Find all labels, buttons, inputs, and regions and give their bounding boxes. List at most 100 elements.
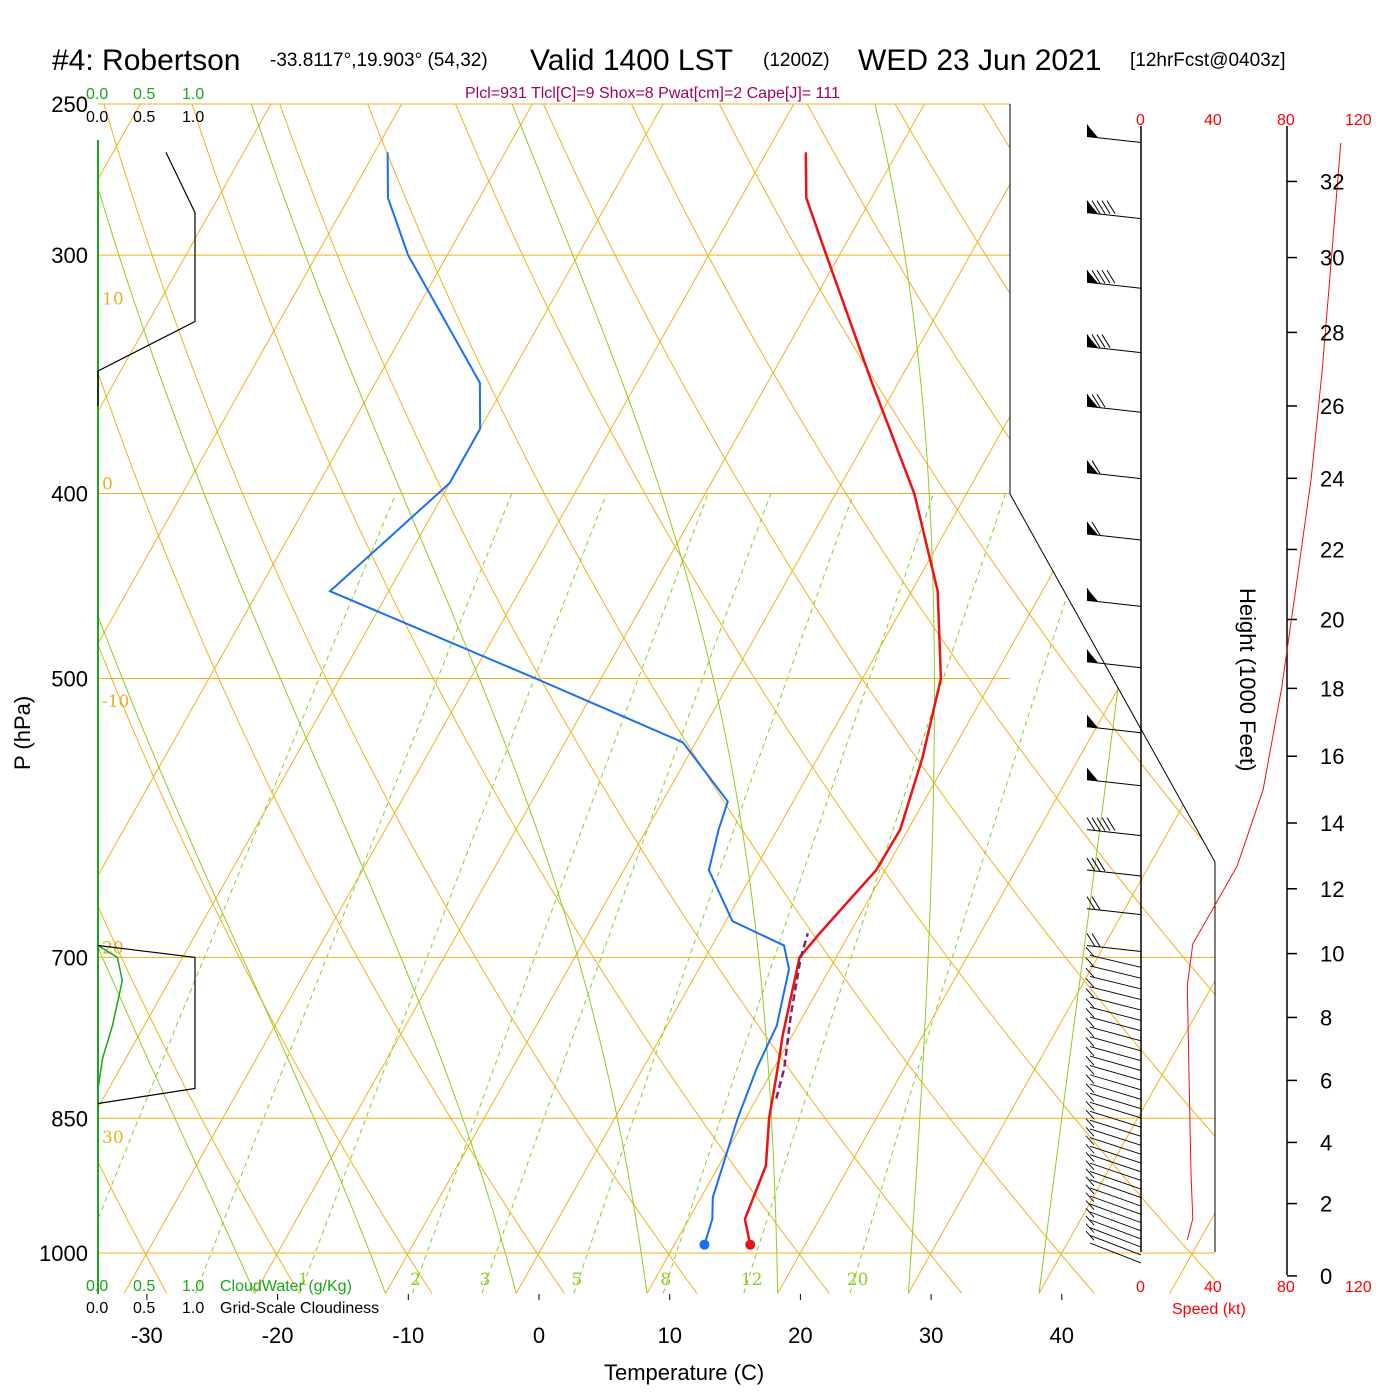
isotherm-line (98, 104, 291, 1294)
cloudiness-trace-low (97, 944, 196, 1105)
height-tick-label: 32 (1320, 169, 1344, 194)
height-axis-label: Height (1000 Feet) (1235, 588, 1260, 771)
wind-barb-low (1085, 1008, 1142, 1032)
dry-adiabat-line (98, 104, 565, 1294)
cloudiness-tick-2: 1.0 (182, 109, 204, 126)
wind-barb-feather (1085, 1037, 1095, 1047)
wind-barb-feather (1085, 1074, 1095, 1084)
wind-barb-feather (1085, 1055, 1095, 1066)
dry-adiabat-label-left: 30 (102, 1128, 124, 1148)
wind-barb-low (1085, 988, 1142, 1011)
dry-adiabat-line (98, 104, 168, 1294)
temperature-tick-label: 10 (657, 1323, 681, 1348)
wind-barb-shaft (1086, 212, 1142, 220)
isotherm-line (254, 104, 944, 1294)
wind-tick-bottom-0: 0 (1136, 1279, 1145, 1296)
wind-barb-feather (1086, 933, 1096, 947)
temperature-tick-label: 20 (788, 1323, 812, 1348)
wind-barb-feather (1085, 1126, 1095, 1137)
wind-barb (1086, 714, 1142, 734)
mixing-ratio-label: 20 (847, 1270, 869, 1290)
wind-barb-shaft (1086, 281, 1142, 289)
dry-adiabat-label-left: 0 (102, 475, 113, 495)
wind-barb-feather (1085, 1118, 1095, 1129)
height-tick-label: 22 (1320, 537, 1344, 562)
temperature-profile (743, 152, 943, 1245)
cloudiness-tick-0: 0.0 (86, 109, 108, 126)
height-tick-label: 12 (1320, 877, 1344, 902)
wind-barb-feather (1101, 270, 1111, 284)
wind-barb-feather (1091, 200, 1101, 214)
title-forecast: [12hrFcst@0403z] (1130, 50, 1286, 71)
wind-barb-shaft (1089, 1137, 1142, 1155)
plot-frame (98, 103, 1216, 863)
title-zulu: (1200Z) (763, 50, 830, 71)
isotherm-line (123, 104, 814, 1294)
wind-barb-feather (1096, 393, 1106, 408)
isotherm-line (1300, 70, 1400, 1293)
wind-barb-feather (1085, 1109, 1095, 1120)
wind-barb-shaft (1089, 1128, 1142, 1146)
height-tick-label: 14 (1320, 811, 1344, 836)
wind-scale-bottom: 0 40 80 120 Speed (kt) (1136, 1279, 1372, 1318)
wind-barb-shaft (1089, 975, 1142, 990)
wind-barb-low (1085, 957, 1142, 979)
wind-barb (1086, 334, 1142, 354)
moist-adiabat-line (1038, 104, 1187, 1294)
cloudwater-label: CloudWater (g/Kg) (220, 1278, 352, 1295)
dry-adiabat-line (98, 104, 698, 1294)
wind-barb-feather (1085, 1083, 1095, 1093)
wind-speed-label: Speed (kt) (1172, 1301, 1246, 1318)
wind-barb-feather (1086, 270, 1096, 284)
isotherm-line (907, 104, 1215, 1294)
wind-barb-feather (1086, 817, 1096, 831)
wind-barb-low (1085, 1168, 1142, 1199)
wind-barb-feather (1106, 817, 1116, 831)
cloudiness-tick-1: 0.5 (133, 109, 155, 126)
wind-barb-feather (1085, 1143, 1095, 1154)
wind-barb-feather (1096, 200, 1106, 214)
wind-barb-feather (1085, 1176, 1095, 1187)
wind-barb-feather (1086, 124, 1096, 138)
mixing-ratio-line (195, 493, 513, 1294)
wind-barb-feather (1085, 1160, 1095, 1170)
wind-barb-feather (1091, 460, 1101, 474)
wind-barb-shaft (1086, 599, 1142, 607)
dry-adiabat-label-left: 20 (102, 938, 124, 958)
wind-barb-shaft (1089, 1026, 1142, 1042)
surface-dewpoint-dot (699, 1239, 710, 1250)
wind-barb-shaft (1086, 944, 1142, 952)
isotherm-line (385, 104, 1075, 1294)
wind-barb-shaft (1089, 1154, 1142, 1173)
wind-barb-feather (1086, 334, 1096, 348)
dry-adiabat-line (267, 104, 963, 1294)
wind-barb-low (1085, 1192, 1142, 1224)
wind-barb-low (1085, 978, 1142, 1000)
wind-barb-shaft (1089, 1016, 1142, 1032)
wind-barb-low (1085, 1027, 1142, 1052)
x-axis-label: Temperature (C) (604, 1360, 764, 1385)
height-tick-label: 8 (1320, 1005, 1332, 1030)
wind-barb-pennant (1087, 394, 1098, 408)
wind-barb (1086, 896, 1142, 916)
wind-barb-feather (1101, 817, 1111, 831)
wind-barb-shaft (1089, 1219, 1142, 1240)
cloudwater-tick-2: 1.0 (182, 86, 204, 103)
wind-tick-top-3: 120 (1345, 112, 1372, 129)
sounding-profiles (328, 152, 943, 1250)
wind-barb-shaft (1086, 136, 1142, 144)
cloud-scale-bottom: 0.0 0.5 1.0 CloudWater (g/Kg) 0.0 0.5 1.… (86, 1278, 379, 1317)
moist-adiabat-line (98, 104, 517, 1294)
wind-barb-pennant (1087, 649, 1098, 663)
cloudwater-trace (97, 944, 124, 1089)
mixing-ratio-label: 8 (660, 1270, 671, 1290)
wind-tick-top-2: 80 (1277, 112, 1295, 129)
wind-barb-feather (1086, 460, 1096, 474)
wind-barb-shaft (1086, 472, 1142, 480)
wind-barb-shaft (1089, 1036, 1142, 1052)
dry-adiabat-line (1049, 104, 1215, 1294)
wind-barb-shaft (1089, 1203, 1142, 1224)
wind-barb-pennant (1087, 588, 1098, 602)
wind-barb-shaft (1089, 1119, 1142, 1137)
wind-barb-feather (1091, 933, 1101, 947)
